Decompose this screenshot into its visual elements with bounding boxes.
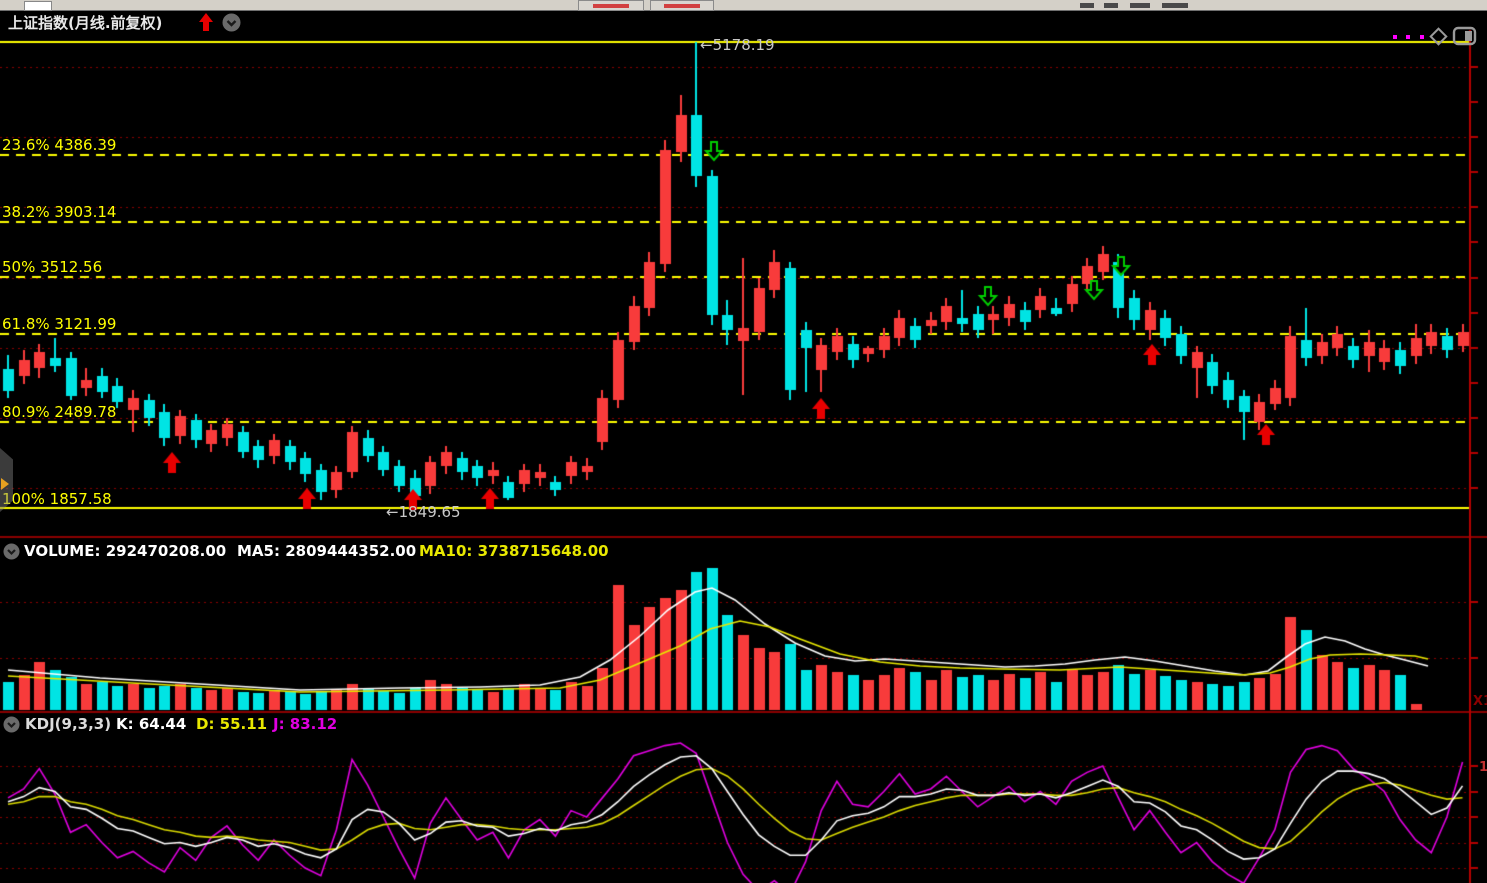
fib-level-label-1: 38.2% 3903.14 (2, 203, 117, 221)
panel-layout-icon[interactable] (1452, 26, 1478, 50)
menu-button-2[interactable] (650, 0, 714, 11)
diamond-tool-icon[interactable] (1427, 25, 1449, 51)
trend-up-arrow-icon (198, 12, 214, 36)
volume-ma5-label: MA5: 2809444352.00 (237, 542, 417, 560)
menu-right-glyph-2[interactable] (1104, 3, 1118, 8)
low-price-annotation: ←1849.65 (386, 503, 461, 521)
fib-level-label-2: 50% 3512.56 (2, 258, 103, 276)
kdj-k-label: K: 64.44 (116, 715, 187, 733)
menu-right-glyph-3[interactable] (1130, 3, 1150, 8)
kdj-name-label: KDJ(9,3,3) (25, 715, 112, 733)
axis-cut-label-volume: X1 (1473, 694, 1487, 709)
magenta-dot-3 (1420, 35, 1424, 39)
menu-right-glyph-4[interactable] (1162, 3, 1188, 8)
chart-title: 上证指数(月线.前复权) (8, 14, 163, 32)
collapse-chart-icon[interactable] (222, 13, 241, 36)
collapse-kdj-icon[interactable] (3, 716, 20, 737)
side-panel-expand-icon[interactable] (1, 478, 9, 490)
menu-button-1[interactable] (578, 0, 644, 11)
volume-ma10-label: MA10: 3738715648.00 (419, 542, 609, 560)
fib-level-label-5: 100% 1857.58 (2, 490, 112, 508)
peak-price-annotation: ←5178.19 (700, 36, 775, 54)
magenta-dot-1 (1393, 35, 1397, 39)
fib-level-label-3: 61.8% 3121.99 (2, 315, 117, 333)
menu-input-stub[interactable] (24, 1, 52, 11)
menu-bar[interactable] (0, 0, 1487, 11)
kdj-d-label: D: 55.11 (196, 715, 268, 733)
menu-button-1-text-stub (593, 4, 629, 8)
menu-right-glyph-1[interactable] (1080, 3, 1094, 8)
fib-level-label-4: 80.9% 2489.78 (2, 403, 117, 421)
magenta-dot-2 (1406, 35, 1410, 39)
volume-value-label: VOLUME: 292470208.00 (24, 542, 227, 560)
collapse-volume-icon[interactable] (3, 543, 20, 564)
menu-button-2-text-stub (664, 4, 700, 8)
axis-cut-label-kdj: 1 (1479, 760, 1487, 775)
fib-level-label-0: 23.6% 4386.39 (2, 136, 117, 154)
kdj-j-label: J: 83.12 (273, 715, 338, 733)
